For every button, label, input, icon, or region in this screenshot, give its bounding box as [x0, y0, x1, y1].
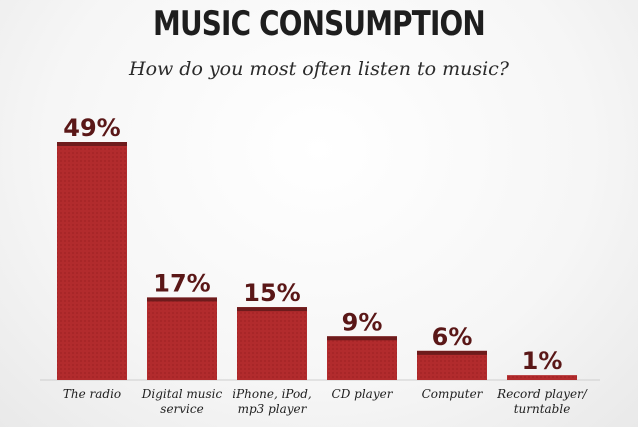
bar	[507, 375, 577, 380]
bar	[327, 336, 397, 380]
bar-top-edge	[237, 307, 307, 312]
category-label: iPhone, iPod,	[232, 387, 311, 401]
category-label: CD player	[332, 387, 394, 401]
bar-value-label: 6%	[432, 323, 473, 351]
chart-title: MUSIC CONSUMPTION	[153, 4, 486, 44]
category-label: Digital music	[141, 387, 223, 401]
bar-top-edge	[327, 336, 397, 341]
bar	[237, 307, 307, 380]
bar-value-label: 9%	[342, 308, 383, 336]
bar-top-edge	[57, 142, 127, 146]
bar-value-label: 49%	[63, 114, 120, 142]
category-label: mp3 player	[238, 402, 308, 416]
category-label: Computer	[422, 387, 484, 401]
category-label: Record player/	[496, 387, 589, 401]
bar	[57, 142, 127, 380]
bar-top-edge	[417, 350, 487, 355]
category-label: service	[160, 402, 203, 416]
bar	[417, 350, 487, 380]
bar-value-label: 15%	[243, 279, 300, 307]
category-label: turntable	[514, 402, 571, 416]
chart-subtitle: How do you most often listen to music?	[129, 58, 509, 80]
bar-value-label: 17%	[153, 269, 210, 297]
bar-top-edge	[147, 297, 217, 302]
bar	[147, 297, 217, 380]
category-label: The radio	[63, 387, 121, 401]
bar-value-label: 1%	[522, 347, 563, 375]
